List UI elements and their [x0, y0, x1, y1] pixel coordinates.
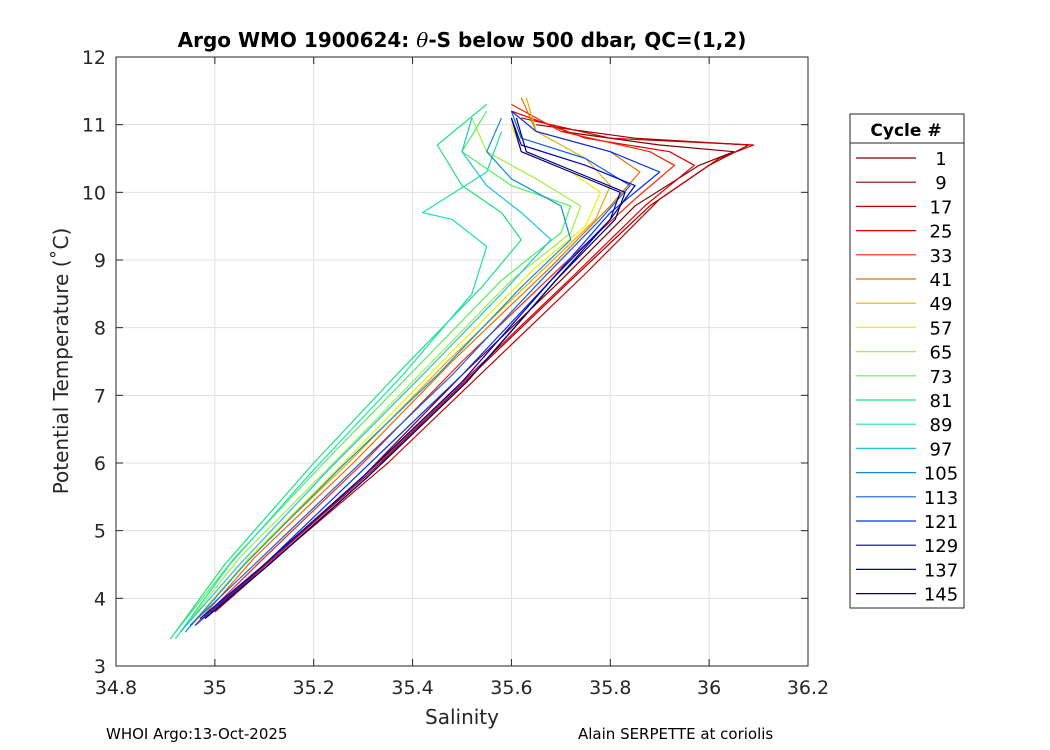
legend-label: 49 — [930, 294, 953, 315]
legend: Cycle # 1 9 17 25 33 41 49 57 65 73 81 89 97 105 113 12… — [849, 113, 965, 609]
x-tick-label: 35.2 — [293, 677, 335, 699]
legend-label: 25 — [930, 222, 953, 243]
x-axis-label: Salinity — [425, 705, 499, 729]
y-tick-label: 6 — [94, 453, 106, 475]
legend-label: 121 — [924, 512, 958, 533]
series-line-cycle-105 — [184, 117, 572, 633]
legend-label: 65 — [930, 343, 953, 364]
y-axis: 3 4 5 6 7 8 9 10 11 12 — [82, 47, 808, 678]
legend-label: 17 — [930, 197, 953, 218]
x-axis: 34.8 35 35.2 35.4 35.6 35.8 36 36.2 — [95, 57, 829, 699]
x-tick-label: 35.6 — [490, 677, 532, 699]
legend-label: 1 — [935, 149, 946, 170]
legend-label: 145 — [924, 585, 958, 606]
y-axis-label: Potential Temperature (˚C) — [49, 228, 73, 495]
y-tick-label: 12 — [82, 47, 106, 69]
legend-label: 73 — [930, 367, 953, 388]
series-line-cycle-121 — [194, 110, 661, 626]
legend-label: 41 — [930, 270, 953, 291]
series-line-cycle-113 — [189, 110, 631, 626]
legend-entries: 1 9 17 25 33 41 49 57 65 73 81 89 97 105 113 121 129 137 1… — [856, 149, 958, 606]
legend-box — [849, 113, 965, 609]
x-tick-label: 35 — [203, 677, 227, 699]
y-tick-label: 8 — [94, 318, 106, 340]
series-line-cycle-97 — [179, 117, 552, 633]
legend-label: 97 — [930, 439, 953, 460]
legend-label: 57 — [930, 318, 953, 339]
series-line-cycle-17 — [214, 117, 755, 613]
series-line-cycle-25 — [204, 110, 695, 620]
plot-frame — [115, 56, 809, 667]
series-line-cycle-129 — [199, 117, 636, 620]
legend-label: 9 — [935, 173, 946, 194]
series-line-cycle-65 — [179, 117, 582, 633]
legend-label: 33 — [930, 246, 953, 267]
x-tick-label: 35.8 — [589, 677, 631, 699]
legend-label: 129 — [924, 536, 958, 557]
series-line-cycle-73 — [174, 110, 572, 633]
legend-label: 105 — [924, 464, 958, 485]
y-tick-label: 3 — [94, 656, 106, 678]
x-tick-label: 34.8 — [95, 677, 137, 699]
x-tick-label: 36.2 — [787, 677, 829, 699]
legend-label: 81 — [930, 391, 953, 412]
x-tick-label: 35.4 — [391, 677, 433, 699]
legend-title: Cycle # — [870, 121, 941, 141]
chart-title: Argo WMO 1900624: θ-S below 500 dbar, QC… — [178, 28, 747, 52]
series-line-cycle-89 — [174, 131, 503, 640]
series-group — [169, 97, 755, 640]
y-tick-label: 5 — [94, 521, 106, 543]
y-tick-label: 10 — [82, 182, 106, 204]
legend-label: 113 — [924, 488, 958, 509]
y-tick-label: 11 — [82, 115, 106, 137]
series-line-cycle-81 — [169, 103, 522, 640]
footer-right: Alain SERPETTE at coriolis — [578, 725, 774, 743]
y-tick-label: 7 — [94, 385, 106, 407]
x-tick-label: 36 — [697, 677, 721, 699]
legend-label: 89 — [930, 415, 953, 436]
footer-left: WHOI Argo:13-Oct-2025 — [106, 725, 288, 743]
y-tick-label: 4 — [94, 588, 106, 610]
legend-label: 137 — [924, 560, 958, 581]
series-line-cycle-145 — [204, 117, 626, 620]
y-tick-label: 9 — [94, 250, 106, 272]
